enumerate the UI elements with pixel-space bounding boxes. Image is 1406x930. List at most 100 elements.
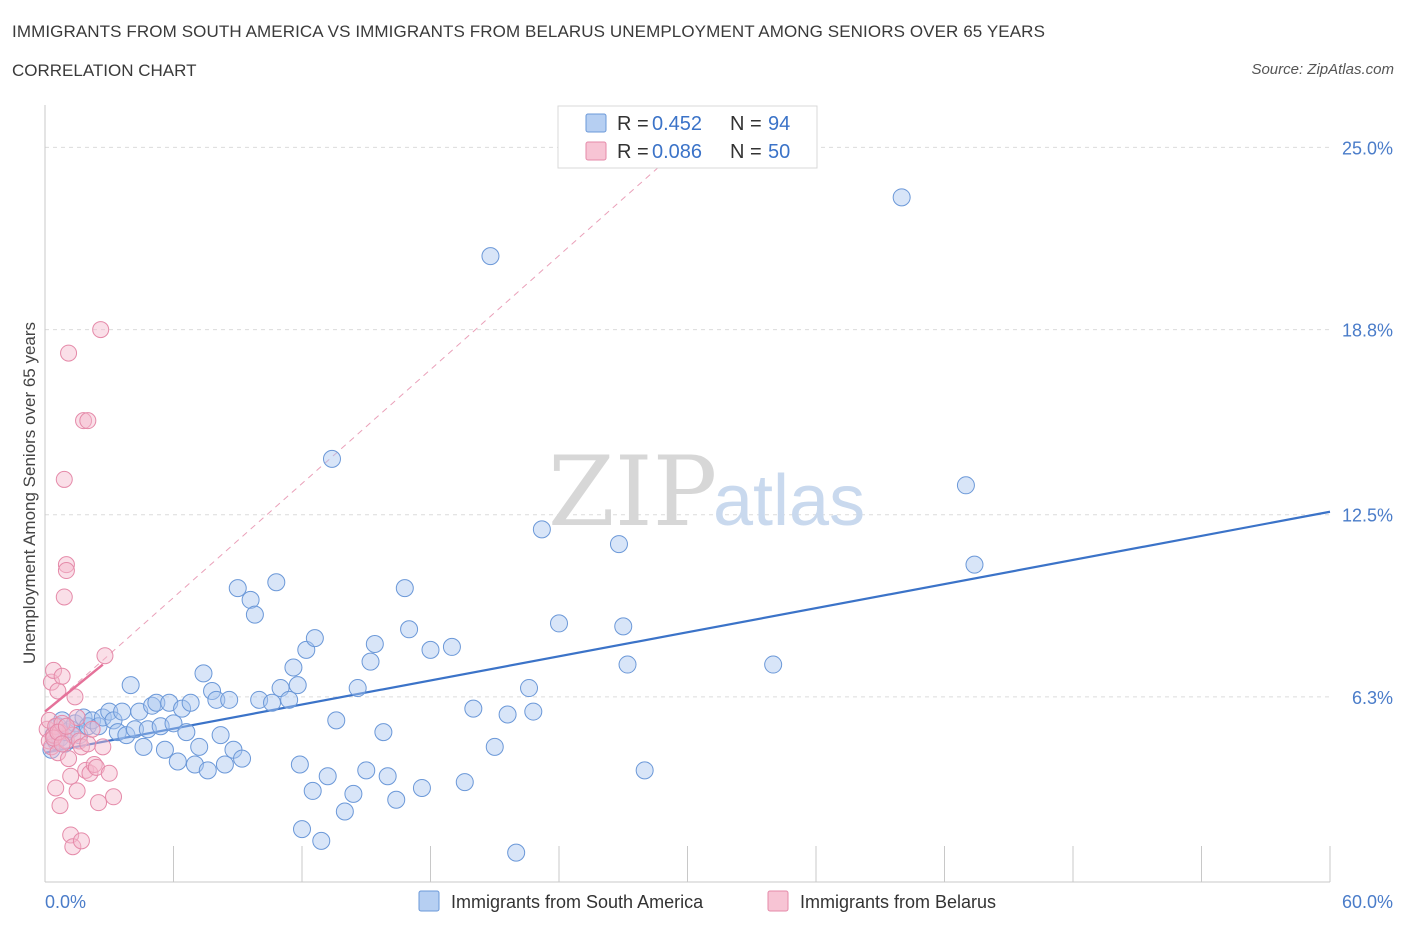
belarus-point (60, 750, 78, 768)
belarus-point (105, 788, 123, 806)
south-america-point (113, 702, 132, 721)
tick-labels: 6.3% 12.5% 18.8% 25.0% 0.0% 60.0% (45, 138, 1393, 912)
source-label: Source: ZipAtlas.com (1251, 61, 1394, 78)
x-tick-label: 0.0% (45, 892, 86, 912)
south-america-point (245, 605, 264, 624)
south-america-point (155, 740, 174, 759)
chart-title: IMMIGRANTS FROM SOUTH AMERICA VS IMMIGRA… (12, 22, 1046, 41)
south-america-point (365, 634, 384, 653)
south-america-point (164, 714, 183, 733)
south-america-point (956, 476, 975, 495)
top-legend: R = 0.452 N = 94 R = 0.086 N = 50 (557, 105, 818, 169)
south-america-point (241, 590, 260, 609)
belarus-point (55, 470, 73, 488)
belarus-point (47, 779, 65, 797)
belarus-trend-extension (44, 141, 688, 712)
y-tick-label: 25.0% (1342, 138, 1393, 158)
south-america-point (387, 790, 406, 809)
south-america-point (327, 711, 346, 730)
watermark-zip: ZIP (548, 436, 717, 548)
south-america-point (455, 773, 474, 792)
south-america-point (965, 555, 984, 574)
y-tick-label: 6.3% (1352, 688, 1393, 708)
south-america-point (550, 614, 568, 633)
south-america-point (177, 723, 196, 742)
south-america-point (181, 693, 200, 712)
belarus-point (57, 562, 75, 580)
south-america-point (361, 652, 380, 671)
bottom-legend-swatch-south-america (418, 890, 440, 912)
south-america-point (344, 784, 363, 803)
legend-swatch-belarus (585, 141, 607, 161)
south-america-point (764, 655, 783, 674)
axes (44, 105, 1331, 883)
south-america-point (609, 535, 628, 554)
belarus-point (66, 688, 84, 706)
belarus-point (68, 782, 86, 800)
south-america-point (303, 781, 322, 800)
south-america-point (442, 637, 461, 656)
y-axis-label: Unemployment Among Seniors over 65 years (20, 322, 39, 664)
belarus-point (57, 717, 75, 735)
legend-n-value-1: 94 (768, 113, 790, 135)
south-america-point (190, 737, 209, 756)
x-tick-label: 60.0% (1342, 892, 1393, 912)
south-america-point (134, 737, 153, 756)
south-america-point (215, 755, 234, 774)
belarus-point (72, 832, 90, 850)
south-america-point (485, 737, 504, 756)
belarus-point (100, 764, 118, 782)
belarus-point (81, 764, 99, 782)
south-america-point (293, 820, 311, 839)
south-america-point (378, 767, 397, 786)
grid-lines (45, 146, 1330, 698)
south-america-point (635, 761, 654, 780)
legend-swatch-south-america (585, 113, 607, 133)
south-america-trend-line (44, 510, 1331, 754)
south-america-point (481, 247, 500, 266)
south-america-point (147, 693, 166, 712)
south-america-point (194, 664, 213, 683)
belarus-point (60, 344, 78, 362)
belarus-point (83, 720, 101, 738)
y-tick-label: 18.8% (1342, 321, 1393, 341)
watermark-atlas: atlas (713, 461, 865, 541)
belarus-point (55, 588, 73, 606)
data-points (38, 188, 984, 862)
south-america-point (614, 617, 633, 636)
belarus-point (85, 755, 103, 773)
south-america-point (220, 690, 239, 709)
south-america-point (335, 802, 354, 821)
belarus-point (96, 647, 114, 665)
south-america-point (203, 682, 222, 700)
belarus-point (90, 794, 108, 812)
south-america-point (318, 767, 337, 786)
south-america-point (280, 690, 299, 709)
south-america-point (228, 579, 247, 598)
south-america-point (263, 693, 282, 712)
south-america-point (400, 620, 419, 639)
belarus-point (64, 838, 82, 856)
legend-n-label-1: N = (730, 113, 762, 135)
belarus-point (79, 735, 97, 753)
belarus-trend-line (44, 663, 104, 713)
south-america-point (357, 761, 376, 780)
south-america-point (312, 831, 331, 850)
belarus-point (51, 797, 69, 815)
south-america-point (322, 449, 341, 468)
south-america-point (267, 573, 286, 592)
south-america-point (498, 705, 517, 724)
south-america-point (125, 720, 144, 739)
belarus-point (62, 767, 80, 785)
legend-r-label-1: R = (617, 113, 649, 135)
south-america-point (207, 690, 226, 709)
legend-r-value-1: 0.452 (652, 113, 702, 135)
bottom-legend-label-belarus: Immigrants from Belarus (800, 892, 996, 912)
bottom-legend: Immigrants from South America Immigrants… (418, 890, 996, 912)
watermark: ZIP atlas (548, 436, 865, 548)
south-america-point (198, 761, 217, 780)
trend-lines (44, 141, 1331, 754)
south-america-point (100, 702, 119, 721)
south-america-point (168, 752, 187, 771)
south-america-point (288, 676, 307, 695)
